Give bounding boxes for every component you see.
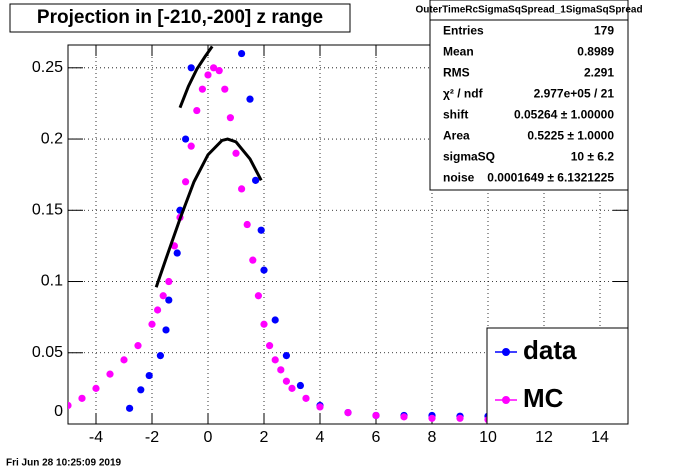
data-point — [137, 386, 144, 393]
data-point — [204, 71, 211, 78]
data-point — [283, 378, 290, 385]
data-point — [344, 409, 351, 416]
data-point — [146, 372, 153, 379]
x-tick-label: 4 — [316, 429, 325, 446]
data-point — [134, 342, 141, 349]
y-tick-label: 0.05 — [32, 344, 63, 361]
data-point — [272, 316, 279, 323]
stats-value: 0.0001649 ± 6.1321225 — [487, 171, 614, 185]
y-tick-label: 0.1 — [41, 273, 63, 290]
data-point — [148, 321, 155, 328]
stats-label: RMS — [443, 66, 470, 80]
data-point — [188, 64, 195, 71]
data-point — [182, 135, 189, 142]
data-point — [92, 385, 99, 392]
x-tick-label: 12 — [535, 429, 553, 446]
data-point — [456, 415, 463, 422]
legend: data MC — [487, 328, 628, 424]
stats-label: χ² / ndf — [443, 87, 484, 101]
data-point — [199, 86, 206, 93]
data-point — [400, 413, 407, 420]
data-point — [260, 321, 267, 328]
y-tick-label: 0.2 — [41, 130, 63, 147]
legend-label: MC — [523, 383, 564, 413]
x-tick-label: 2 — [260, 429, 269, 446]
data-point — [174, 249, 181, 256]
data-point — [154, 306, 161, 313]
x-tick-label: -4 — [89, 429, 103, 446]
y-tick-label: 0.25 — [32, 59, 63, 76]
data-point — [160, 292, 167, 299]
stats-value: 0.8989 — [577, 45, 614, 59]
stats-label: Mean — [443, 45, 474, 59]
data-point — [157, 352, 164, 359]
stats-value: 10 ± 6.2 — [571, 150, 615, 164]
data-point — [238, 50, 245, 57]
legend-label: data — [523, 335, 577, 365]
data-point — [182, 178, 189, 185]
data-point — [193, 107, 200, 114]
data-point — [252, 177, 259, 184]
x-tick-label: 8 — [428, 429, 437, 446]
data-point — [120, 356, 127, 363]
data-point — [266, 342, 273, 349]
data-point — [277, 366, 284, 373]
stats-value: 2.977e+05 / 21 — [534, 87, 615, 101]
data-point — [165, 278, 172, 285]
data-point — [272, 356, 279, 363]
stats-label: Area — [443, 129, 470, 143]
stats-label: noise — [443, 171, 475, 185]
stats-label: Entries — [443, 24, 484, 38]
data-point — [162, 326, 169, 333]
data-point — [372, 412, 379, 419]
stats-box: OuterTimeRcSigmaSqSpread_1SigmaSqSpread E… — [415, 0, 642, 190]
data-point — [258, 227, 265, 234]
data-point — [216, 67, 223, 74]
data-point — [78, 395, 85, 402]
data-point — [302, 395, 309, 402]
data-point — [188, 143, 195, 150]
data-point — [283, 352, 290, 359]
x-tick-label: 6 — [372, 429, 381, 446]
stats-label: sigmaSQ — [443, 150, 495, 164]
stats-value: 0.5225 ± 1.0000 — [527, 129, 614, 143]
y-tick-label: 0.15 — [32, 201, 63, 218]
data-point — [238, 185, 245, 192]
stats-label: shift — [443, 108, 468, 122]
stats-title: OuterTimeRcSigmaSqSpread_1SigmaSqSpread — [415, 5, 642, 16]
data-point — [249, 257, 256, 264]
y-tick-label: 0 — [54, 403, 63, 420]
data-point — [244, 221, 251, 228]
x-tick-label: -2 — [145, 429, 159, 446]
data-point — [297, 382, 304, 389]
x-tick-label: 14 — [591, 429, 609, 446]
data-point — [288, 385, 295, 392]
stats-value: 0.05264 ± 1.00000 — [514, 108, 614, 122]
chart-title: Projection in [-210,-200] z range — [37, 7, 323, 28]
data-point — [260, 267, 267, 274]
legend-marker — [502, 348, 510, 356]
legend-marker — [502, 396, 510, 404]
data-point — [221, 86, 228, 93]
footer: Fri Jun 28 10:25:09 2019 — [6, 458, 122, 469]
x-tick-label: 10 — [479, 429, 497, 446]
data-point — [246, 96, 253, 103]
data-point — [255, 292, 262, 299]
data-point — [232, 150, 239, 157]
data-point — [227, 114, 234, 121]
stats-value: 179 — [594, 24, 614, 38]
data-point — [106, 371, 113, 378]
data-point — [126, 405, 133, 412]
stats-value: 2.291 — [584, 66, 614, 80]
x-tick-label: 0 — [204, 429, 213, 446]
data-point — [428, 415, 435, 422]
data-point — [316, 403, 323, 410]
